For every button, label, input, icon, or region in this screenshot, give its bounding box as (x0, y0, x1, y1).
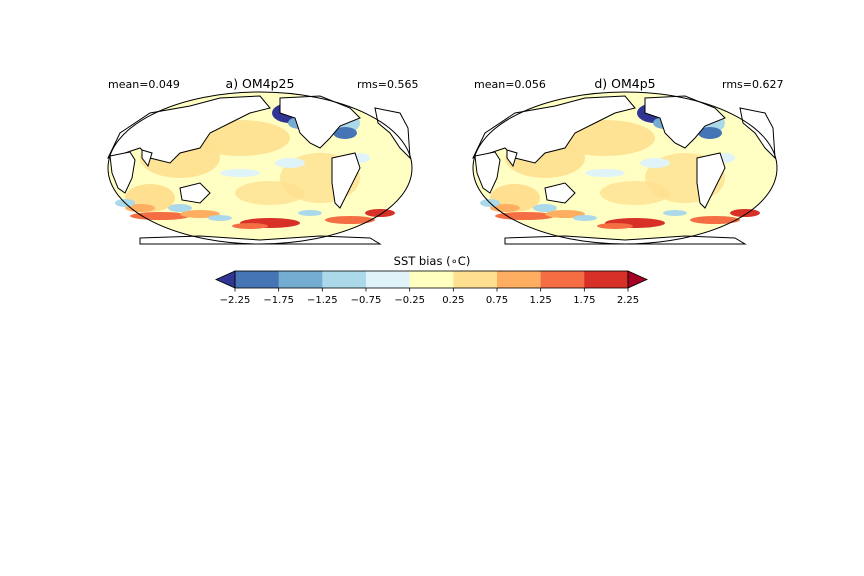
colorbar-tick-label: 2.25 (617, 295, 639, 306)
panel-d-mean: mean=0.056 (474, 78, 546, 91)
map-panel-d (472, 91, 778, 245)
colorbar-tick-label: −2.25 (220, 295, 251, 306)
colorbar-segment (366, 271, 411, 288)
colorbar-segment (453, 271, 498, 288)
colorbar-segment (235, 271, 280, 288)
colorbar-tick-label: 0.75 (486, 295, 508, 306)
colorbar-segment (409, 271, 454, 288)
colorbar-ticks: −2.25 −1.75 −1.25 −0.75 −0.25 0.25 0.75 1.25 1.7… (220, 288, 639, 306)
colorbar-under-extend (215, 270, 236, 289)
colorbar-segment (497, 271, 542, 288)
colorbar-tick-label: −0.75 (351, 295, 382, 306)
colorbar-tick-label: 0.25 (442, 295, 464, 306)
colorbar-label: SST bias (∘C) (394, 254, 471, 268)
colorbar-frame (234, 270, 629, 289)
panel-a-title: a) OM4p25 (225, 76, 295, 91)
colorbar-over-extend (627, 270, 648, 289)
colorbar-tick-label: −0.25 (394, 295, 425, 306)
panel-d-rms: rms=0.627 (722, 78, 784, 91)
colorbar (215, 270, 648, 289)
panel-d-title: d) OM4p5 (594, 76, 656, 91)
colorbar-segment (322, 271, 367, 288)
map-panel-a (107, 91, 413, 245)
panel-a-rms: rms=0.565 (357, 78, 419, 91)
colorbar-tick-label: −1.25 (307, 295, 338, 306)
colorbar-tick-label: 1.25 (530, 295, 552, 306)
colorbar-tick-label: −1.75 (263, 295, 294, 306)
colorbar-tick-label: 1.75 (573, 295, 595, 306)
panel-a-mean: mean=0.049 (108, 78, 180, 91)
colorbar-segment (584, 271, 629, 288)
colorbar-segment (540, 271, 585, 288)
colorbar-segment (278, 271, 323, 288)
